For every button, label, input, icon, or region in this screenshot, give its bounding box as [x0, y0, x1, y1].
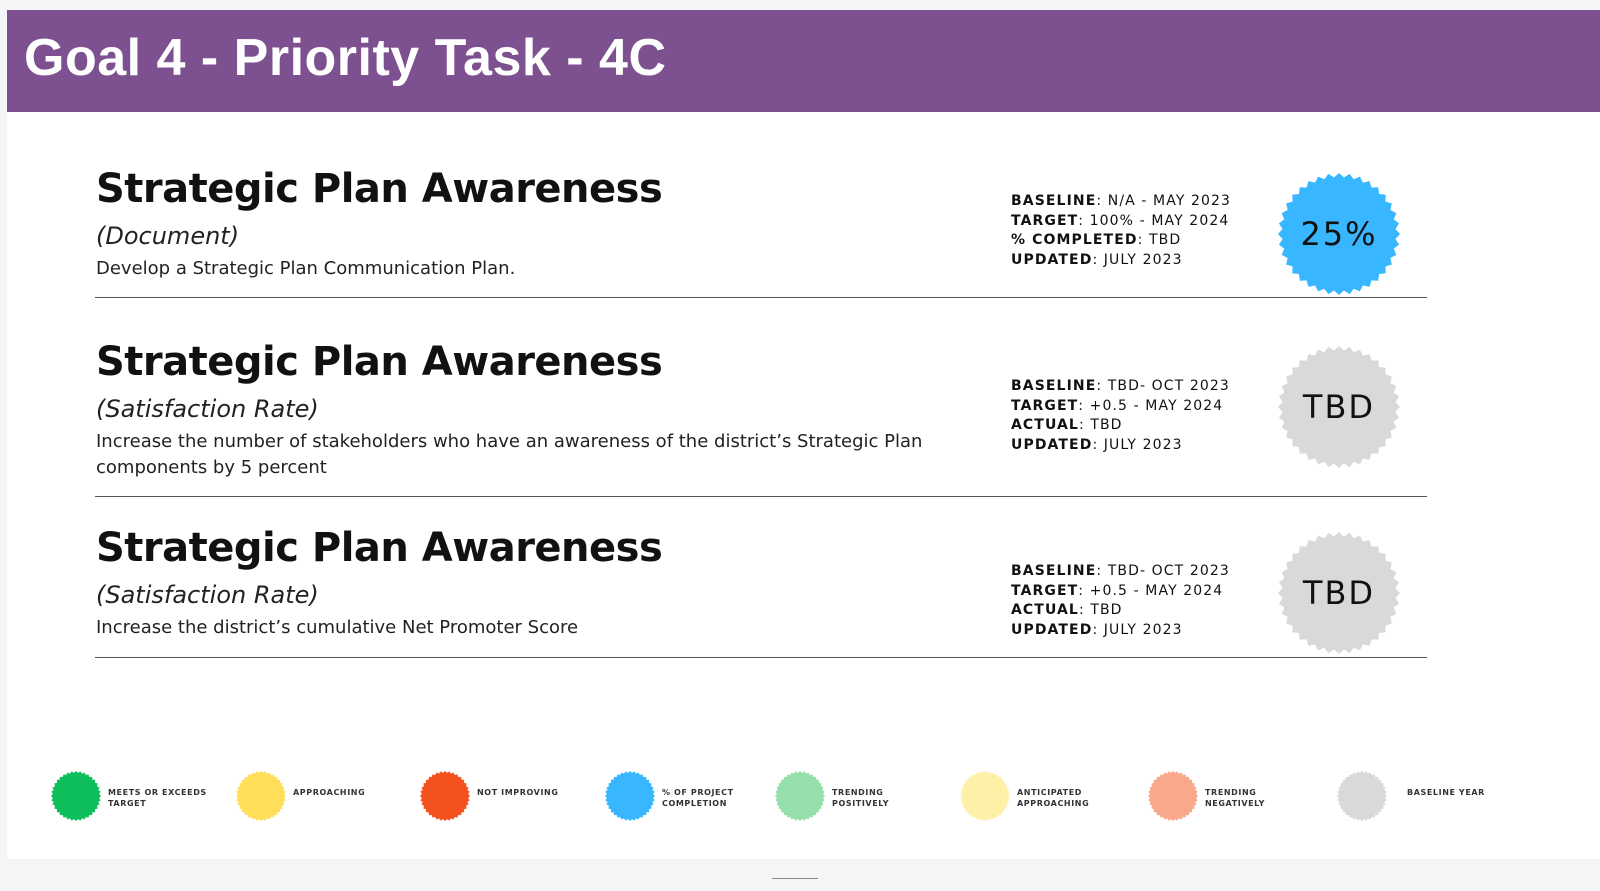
legend-label: TRENDING NEGATIVELY [1205, 788, 1266, 808]
slide: Goal 4 - Priority Task - 4C Strategic Pl… [7, 10, 1600, 859]
seal-icon [960, 771, 1010, 821]
seal-icon [1278, 346, 1400, 468]
metric-stats: BASELINE: TBD- OCT 2023 TARGET: +0.5 - M… [1011, 562, 1261, 640]
metric-stats: BASELINE: TBD- OCT 2023 TARGET: +0.5 - M… [1011, 377, 1261, 455]
seal-shape [1278, 346, 1400, 468]
stat-updated: UPDATED: JULY 2023 [1011, 436, 1183, 453]
seal-icon [775, 771, 825, 821]
legend-label: ANTICIPATED APPROACHING [1017, 788, 1090, 808]
seal-shape [1337, 771, 1387, 821]
legend-label: NOT IMPROVING [477, 788, 559, 797]
page-title: Goal 4 - Priority Task - 4C [24, 29, 667, 87]
metric-subtitle: (Satisfaction Rate) [96, 581, 319, 609]
metric-stats: BASELINE: N/A - MAY 2023 TARGET: 100% - … [1011, 192, 1261, 270]
seal-icon [236, 771, 286, 821]
seal-shape [960, 771, 1010, 821]
legend-label: APPROACHING [293, 788, 366, 797]
seal-shape [605, 771, 655, 821]
seal-shape [775, 771, 825, 821]
seal-shape [1148, 771, 1198, 821]
stat-actual: ACTUAL: TBD [1011, 417, 1123, 433]
stat-baseline: BASELINE: N/A - MAY 2023 [1011, 193, 1232, 209]
stat-actual: ACTUAL: TBD [1011, 602, 1123, 618]
legend-label: BASELINE YEAR [1407, 788, 1485, 797]
seal-icon [1148, 771, 1198, 821]
divider [95, 657, 1427, 658]
divider [95, 297, 1427, 298]
status-badge: TBD [1277, 531, 1401, 655]
stat-baseline: BASELINE: TBD- OCT 2023 [1011, 563, 1230, 579]
legend-label: % OF PROJECT COMPLETION [662, 788, 734, 808]
seal-icon [420, 771, 470, 821]
metric-title: Strategic Plan Awareness [96, 525, 663, 571]
seal-shape [420, 771, 470, 821]
stat-completed: % COMPLETED: TBD [1011, 232, 1182, 248]
header-bar: Goal 4 - Priority Task - 4C [7, 10, 1600, 112]
metric-description: Develop a Strategic Plan Communication P… [96, 258, 516, 279]
seal-icon [1278, 532, 1400, 654]
seal-shape [51, 771, 101, 821]
metric-subtitle: (Satisfaction Rate) [96, 395, 319, 423]
seal-shape [236, 771, 286, 821]
page-indicator [772, 878, 818, 879]
badge-text: TBD [1302, 388, 1376, 426]
legend: MEETS OR EXCEEDS TARGET APPROACHING NOT … [7, 768, 1600, 824]
seal-icon [1278, 173, 1400, 295]
stat-baseline: BASELINE: TBD- OCT 2023 [1011, 378, 1230, 394]
legend-label: MEETS OR EXCEEDS TARGET [108, 788, 207, 808]
badge-text: 25% [1300, 215, 1378, 253]
metric-subtitle: (Document) [96, 222, 240, 250]
seal-shape [1278, 532, 1400, 654]
stat-target: TARGET: +0.5 - MAY 2024 [1011, 397, 1224, 414]
seal-icon [1337, 771, 1387, 821]
metric-title: Strategic Plan Awareness [96, 339, 663, 385]
seal-icon [51, 771, 101, 821]
stat-updated: UPDATED: JULY 2023 [1011, 251, 1183, 268]
metric-title: Strategic Plan Awareness [96, 166, 663, 212]
divider [95, 496, 1427, 497]
status-badge: 25% [1277, 172, 1401, 296]
seal-icon [605, 771, 655, 821]
seal-shape [1278, 173, 1400, 295]
stat-target: TARGET: +0.5 - MAY 2024 [1011, 582, 1224, 599]
stat-updated: UPDATED: JULY 2023 [1011, 621, 1183, 638]
metric-description: Increase the district’s cumulative Net P… [96, 617, 579, 638]
status-badge: TBD [1277, 345, 1401, 469]
legend-label: TRENDING POSITIVELY [832, 788, 890, 808]
stat-target: TARGET: 100% - MAY 2024 [1011, 212, 1230, 229]
metric-description: Increase the number of stakeholders who … [96, 431, 923, 478]
badge-text: TBD [1302, 574, 1376, 612]
